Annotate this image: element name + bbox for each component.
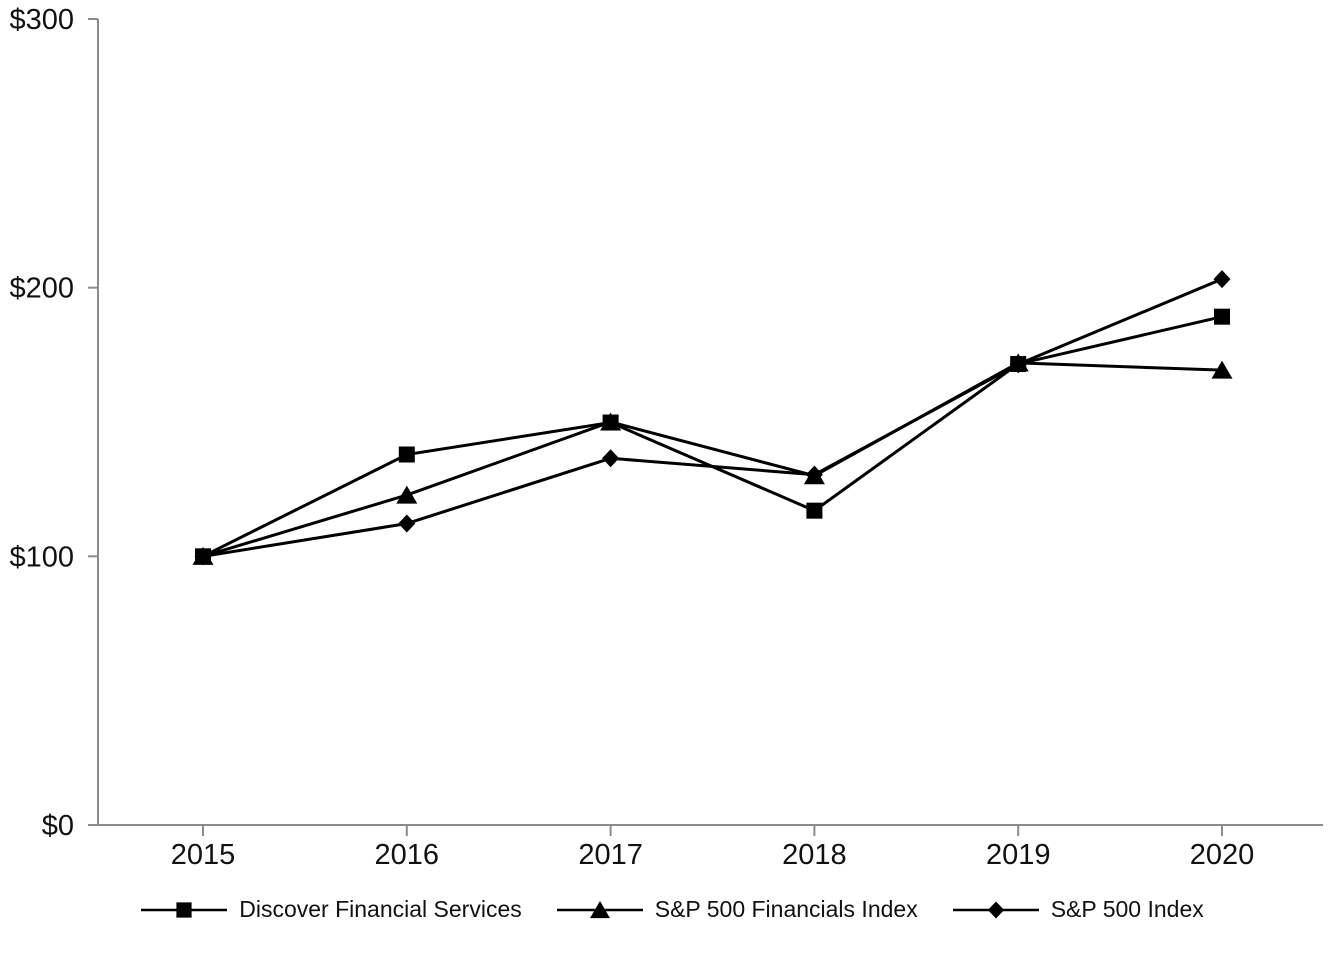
y-axis-tick-label: $100 bbox=[9, 541, 74, 573]
square-marker bbox=[602, 414, 619, 431]
square-marker bbox=[1010, 355, 1027, 372]
diamond-marker-icon bbox=[952, 900, 1039, 919]
diamond-marker bbox=[987, 900, 1004, 919]
x-axis-tick-label: 2020 bbox=[1190, 839, 1255, 871]
legend-item-sp500-financials-index: S&P 500 Financials Index bbox=[556, 896, 918, 923]
triangle-marker bbox=[803, 466, 825, 485]
diamond-marker bbox=[602, 449, 620, 468]
x-axis-tick-label: 2017 bbox=[578, 839, 643, 871]
legend-label-sp500-index: S&P 500 Index bbox=[1050, 896, 1204, 922]
y-axis-tick-label: $200 bbox=[9, 273, 74, 305]
legend-item-discover-financial-services: Discover Financial Services bbox=[140, 896, 522, 923]
diamond-marker bbox=[398, 514, 416, 533]
y-axis-tick-label: $300 bbox=[9, 4, 74, 36]
x-axis-tick-label: 2015 bbox=[171, 839, 236, 871]
x-axis-tick-label: 2018 bbox=[782, 839, 847, 871]
square-marker bbox=[195, 548, 211, 565]
square-marker bbox=[806, 502, 823, 519]
diamond-marker bbox=[1213, 270, 1231, 289]
x-axis-tick-label: 2019 bbox=[986, 839, 1051, 871]
y-axis-tick-label: $0 bbox=[42, 810, 74, 842]
triangle-marker bbox=[396, 485, 418, 504]
series-line-triangle bbox=[202, 361, 1223, 558]
square-marker bbox=[398, 446, 415, 463]
triangle-marker bbox=[589, 900, 610, 918]
series-line-diamond bbox=[202, 277, 1223, 558]
series-line-square bbox=[202, 315, 1223, 558]
triangle-marker bbox=[1211, 360, 1233, 379]
square-marker-icon bbox=[141, 901, 228, 918]
performance-line-chart-plot: $0 $100 $200 $300 2015 2016 2017 2018 2019 2020 bbox=[9, 4, 1323, 871]
square-marker bbox=[176, 901, 192, 918]
chart-legend: Discover Financial Services S&P 500 Fina… bbox=[0, 896, 1344, 923]
legend-label-sp500-financials-index: S&P 500 Financials Index bbox=[654, 896, 918, 922]
square-marker bbox=[1214, 308, 1230, 325]
legend-item-sp500-index: S&P 500 Index bbox=[952, 896, 1204, 923]
legend-label-discover-financial-services: Discover Financial Services bbox=[239, 896, 522, 922]
x-axis-tick-label: 2016 bbox=[375, 839, 440, 871]
triangle-marker-icon bbox=[556, 900, 643, 918]
